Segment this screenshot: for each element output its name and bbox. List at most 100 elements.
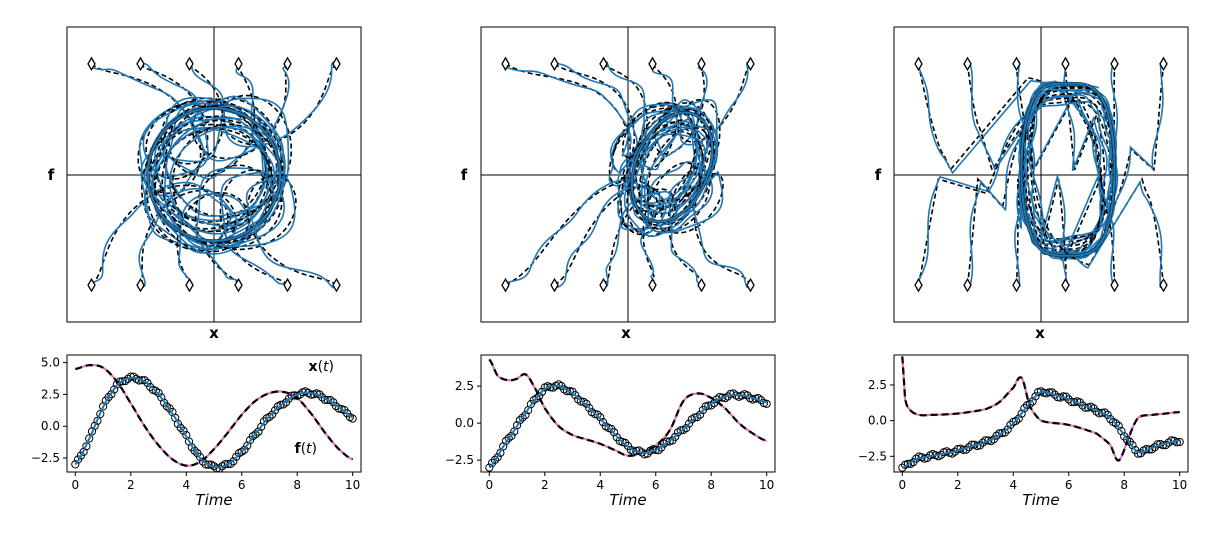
data-point-x [598,418,608,427]
data-point-x [1006,420,1015,429]
series-f-true [75,364,354,467]
initial-condition-marker [746,56,755,72]
data-point-x [682,424,691,433]
data-point-x [984,436,993,445]
time-series-3: 0 2 4 6 8 10 −2.5 0.0 2.5 Time [858,354,1189,509]
data-point-x [276,400,285,409]
limit-cycle-model [1020,82,1116,257]
limit-cycle-model [146,106,282,243]
data-point-x [535,392,544,401]
phase-ylabel: f [48,166,55,184]
initial-condition-marker [648,277,657,293]
y-tick-label: −2.5 [31,451,60,465]
data-point-x [151,386,160,395]
data-point-x [585,403,594,413]
data-point-x [318,393,327,402]
x-tick-label: 4 [1009,478,1017,492]
x-tick-label: 0 [899,478,907,492]
time-series-1: 0 2 4 6 8 10 −2.5 0.0 2.5 5.0 Time x(t) f(t) [31,354,362,509]
data-point-x [257,422,266,431]
series-x-fit [74,376,354,469]
true-trajectory [917,100,1112,286]
phase-xlabel: x [621,324,631,342]
data-point-x [903,459,913,468]
phase-portrait-1: x f [48,26,362,342]
data-point-x [290,391,299,400]
true-trajectory [602,63,704,207]
data-point-x [513,421,522,430]
data-point-x [1114,421,1123,430]
data-point-x [684,419,694,428]
data-point-x [1025,399,1035,409]
phase-ylabel: f [875,166,882,184]
initial-condition-marker [1110,277,1119,293]
ts-ticks: 0 2 4 6 8 10 −2.5 0.0 2.5 [858,378,1187,492]
true-trajectory [602,130,705,286]
data-point-x [673,428,683,437]
y-tick-label: 0.0 [868,414,887,428]
data-point-x [676,426,685,435]
initial-condition-marker [914,56,923,72]
data-point-x [104,393,113,402]
x-tick-label: 4 [596,478,604,492]
y-tick-label: 2.5 [868,378,887,392]
data-point-x [323,395,332,405]
data-point-x [507,431,516,440]
x-tick-label: 8 [293,478,301,492]
data-point-x [1106,415,1115,424]
initial-condition-marker [332,56,341,72]
y-tick-label: −2.5 [445,453,474,467]
data-point-x [571,391,580,400]
x-tick-label: 10 [1172,478,1187,492]
data-point-x [1111,419,1121,428]
initial-condition-marker [1159,277,1168,293]
phase-xlabel: x [1035,324,1045,342]
model-trajectory [505,66,701,211]
data-point-x [501,436,511,445]
time-series-2: 0 2 4 6 8 10 −2.5 0.0 2.5 Time [445,354,776,509]
phase-xlabel: x [209,324,219,342]
data-point-x [126,372,135,381]
initial-condition-marker [914,277,923,293]
initial-condition-marker [1061,56,1070,72]
initial-markers [914,56,1168,293]
data-point-x [726,389,735,398]
initial-condition-marker [746,277,755,293]
data-point-x [1122,435,1132,444]
initial-condition-marker [963,56,972,72]
initial-condition-marker [963,277,972,293]
data-point-x [179,426,188,435]
data-point-x [610,428,619,437]
data-point-x [582,399,591,408]
initial-condition-marker [648,56,657,72]
x-tick-label: 10 [345,478,360,492]
data-point-x [146,382,155,392]
model-trajectory [1016,60,1105,254]
ts-xlabel: Time [195,491,232,509]
ts-ticks: 0 2 4 6 8 10 −2.5 0.0 2.5 [445,379,774,492]
ts-frame [66,354,362,473]
data-point-x [704,401,713,410]
data-point-x [215,464,224,473]
data-point-x [334,404,343,413]
ts-xlabel: Time [609,491,646,509]
ts-xlabel: Time [1022,491,1059,509]
initial-condition-marker [697,277,706,293]
initial-condition-marker [234,277,243,293]
phase-portrait-2: x f [461,26,776,342]
true-trajectory [139,123,273,286]
data-point-x [493,453,502,462]
data-point-x [532,394,541,403]
true-trajectory [164,63,338,218]
x-tick-label: 8 [707,478,715,492]
y-tick-label: 2.5 [455,379,474,393]
annotation-f-of-t: f(t) [294,441,317,457]
data-point-x [90,421,99,430]
data-point-x [240,445,249,454]
data-point-x [651,445,660,454]
data-point-x [85,434,94,443]
initial-condition-marker [501,56,510,72]
initial-condition-marker [697,56,706,72]
data-point-x [118,377,127,386]
